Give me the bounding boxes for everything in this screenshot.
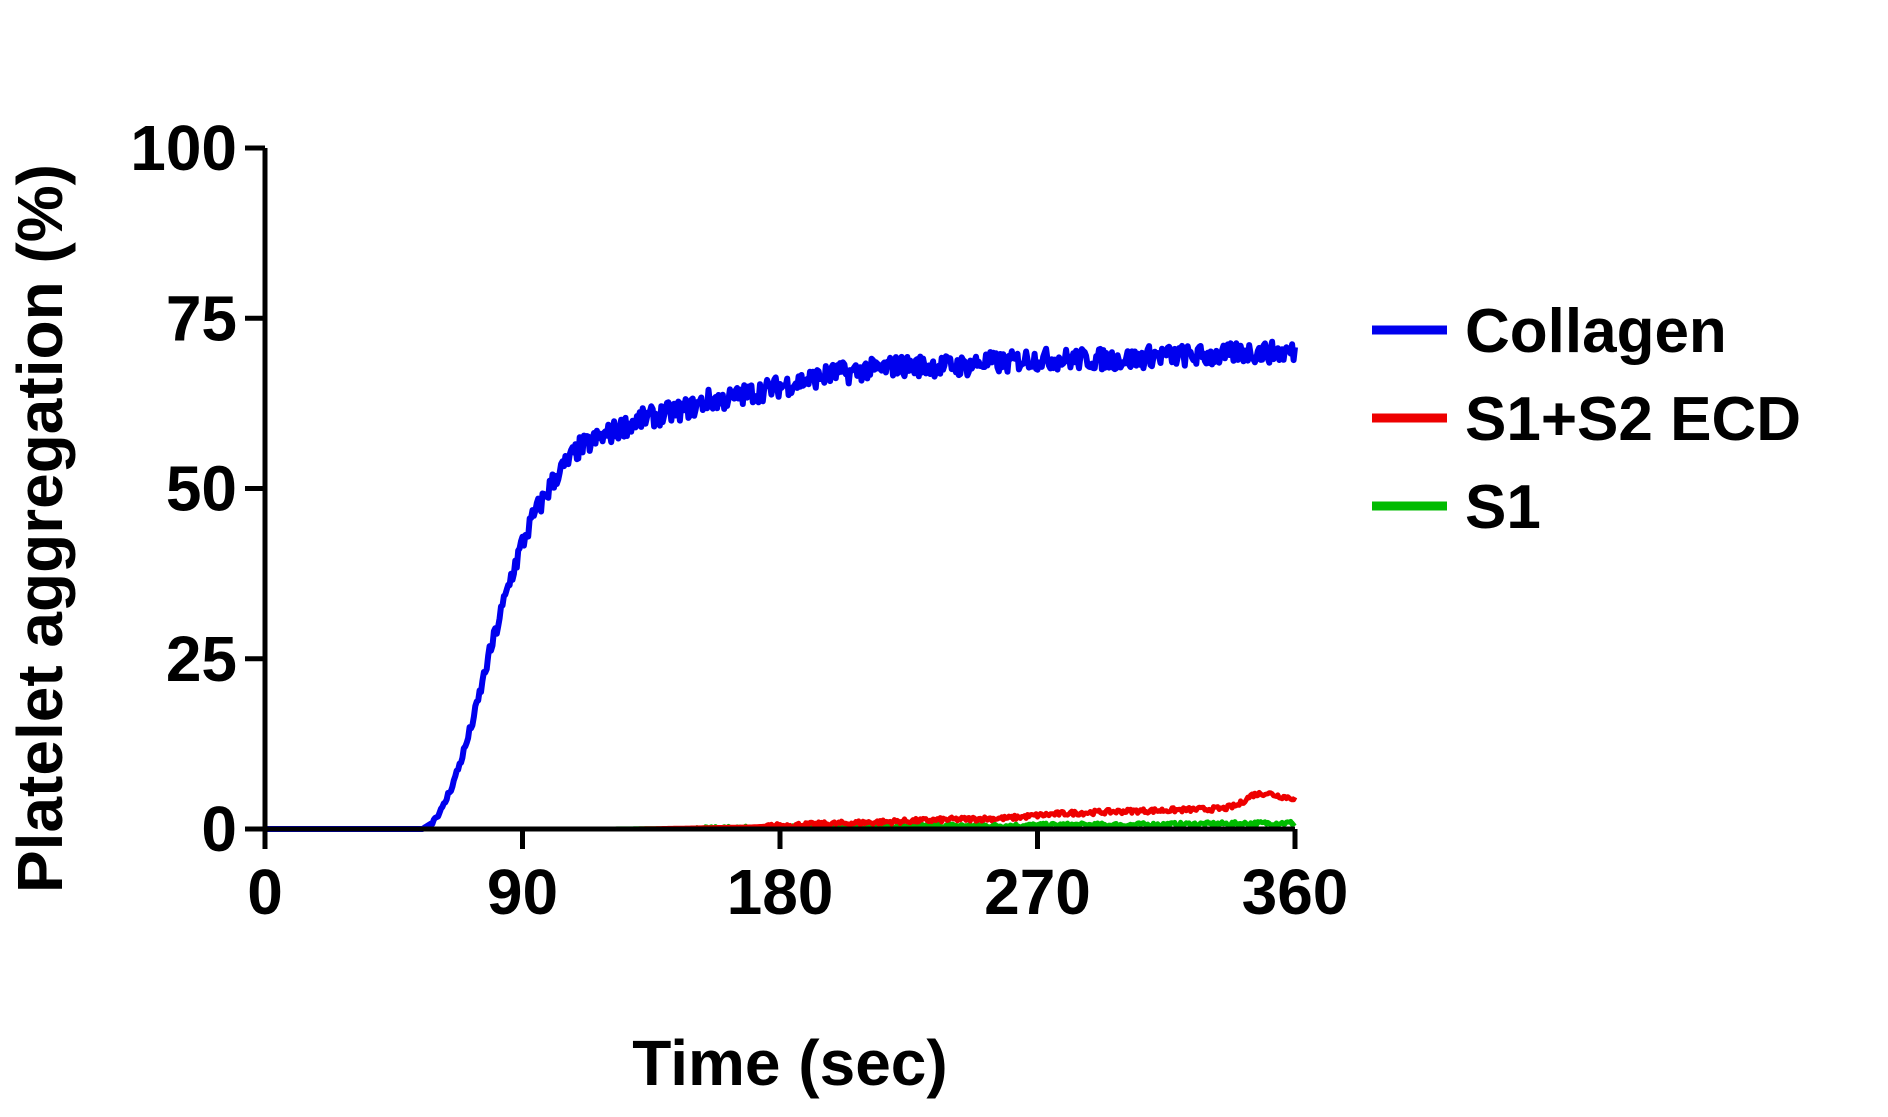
- axes: [262, 148, 1295, 832]
- y-axis-title: Platelet aggregation (%): [4, 164, 76, 893]
- y-tick-label: 50: [166, 453, 237, 525]
- y-tick-label: 75: [166, 282, 237, 354]
- series-collagen: [263, 338, 1298, 832]
- series-layer: [263, 338, 1298, 832]
- x-tick-label: 270: [984, 856, 1091, 928]
- y-tick-label: 0: [201, 793, 237, 865]
- y-tick-label: 100: [130, 112, 237, 184]
- x-axis-title: Time (sec): [632, 1027, 947, 1099]
- x-tick-label: 0: [247, 856, 283, 928]
- ticks: 0 25 50 75 100 0 90 180 270 360: [130, 112, 1348, 928]
- series-line: [263, 338, 1298, 832]
- legend-label: Collagen: [1465, 297, 1727, 366]
- legend: Collagen S1+S2 ECD S1: [1372, 297, 1801, 542]
- x-tick-label: 90: [487, 856, 558, 928]
- x-tick-label: 180: [727, 856, 834, 928]
- y-tick-label: 25: [166, 623, 237, 695]
- legend-label: S1+S2 ECD: [1465, 385, 1801, 454]
- legend-label: S1: [1465, 473, 1541, 542]
- x-tick-label: 360: [1242, 856, 1349, 928]
